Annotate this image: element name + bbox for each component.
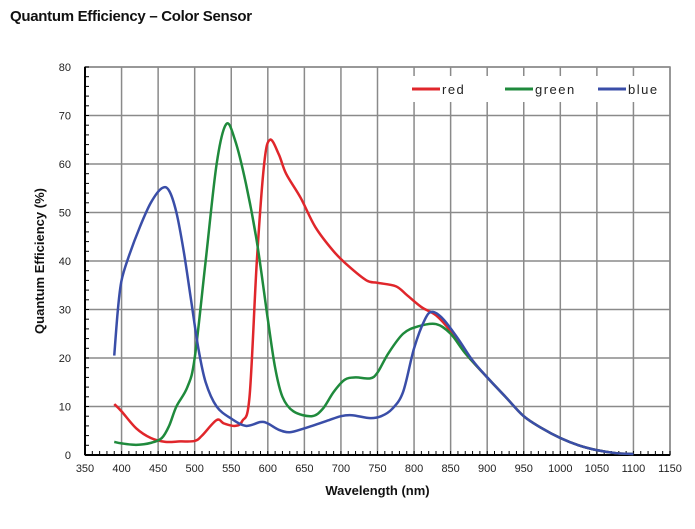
y-tick-label: 70 xyxy=(59,111,71,123)
y-tick-label: 50 xyxy=(59,208,71,220)
legend-label-blue: blue xyxy=(628,82,659,97)
x-tick-label: 750 xyxy=(368,463,386,475)
y-tick-label: 60 xyxy=(59,159,71,171)
x-tick-label: 850 xyxy=(441,463,459,475)
y-tick-label: 10 xyxy=(59,402,71,414)
x-tick-label: 650 xyxy=(295,463,313,475)
y-tick-label: 20 xyxy=(59,353,71,365)
x-tick-label: 350 xyxy=(76,463,94,475)
x-tick-label: 1150 xyxy=(658,463,682,475)
x-tick-label: 1050 xyxy=(585,463,609,475)
x-tick-label: 800 xyxy=(405,463,423,475)
x-tick-label: 900 xyxy=(478,463,496,475)
x-tick-label: 600 xyxy=(259,463,277,475)
x-axis-label: Wavelength (nm) xyxy=(325,483,429,498)
x-tick-label: 400 xyxy=(112,463,130,475)
legend-label-red: red xyxy=(442,82,465,97)
x-tick-label: 500 xyxy=(186,463,204,475)
x-tick-label: 950 xyxy=(515,463,533,475)
y-tick-label: 80 xyxy=(59,62,71,74)
y-tick-label: 30 xyxy=(59,305,71,317)
x-tick-label: 1100 xyxy=(622,463,646,475)
y-tick-label: 40 xyxy=(59,256,71,268)
legend-label-green: green xyxy=(535,82,576,97)
series-line-blue xyxy=(113,185,634,456)
x-tick-label: 700 xyxy=(332,463,350,475)
chart-title: Quantum Efficiency – Color Sensor xyxy=(10,8,252,25)
x-tick-label: 550 xyxy=(222,463,240,475)
x-tick-label: 1000 xyxy=(548,463,572,475)
y-tick-label: 0 xyxy=(65,450,71,462)
x-tick-label: 450 xyxy=(149,463,167,475)
y-axis-label: Quantum Efficiency (%) xyxy=(32,188,47,334)
